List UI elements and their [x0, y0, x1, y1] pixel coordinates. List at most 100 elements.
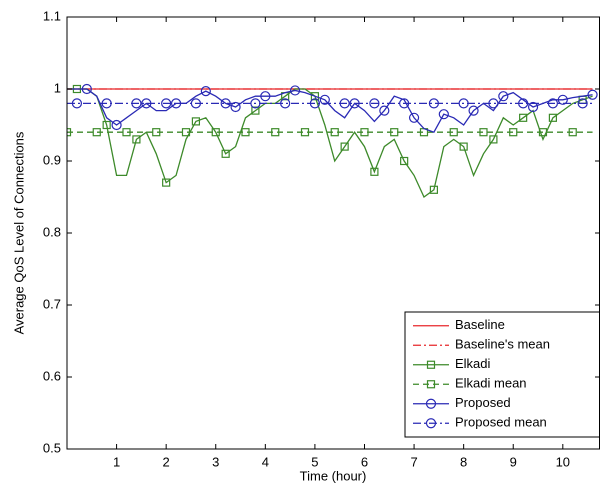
data-point [122, 128, 131, 137]
legend-label: Proposed [455, 395, 511, 410]
x-tick-label: 9 [510, 454, 517, 469]
data-point [260, 91, 271, 102]
y-tick-label: 0.7 [43, 296, 61, 311]
data-point [340, 142, 349, 151]
y-tick-label: 0.5 [43, 440, 61, 455]
data-point [162, 178, 171, 187]
data-point [370, 167, 379, 176]
data-point [399, 98, 410, 109]
data-point [190, 98, 202, 109]
x-tick-label: 8 [460, 454, 467, 469]
legend-label: Proposed mean [455, 415, 547, 430]
legend-marker [425, 418, 437, 429]
legend-marker [425, 398, 437, 409]
plot [67, 83, 598, 198]
x-tick-label: 1 [113, 454, 120, 469]
x-axis-label: Time (hour) [300, 468, 367, 483]
data-point [577, 98, 588, 109]
data-point [131, 98, 142, 109]
data-point [280, 98, 291, 109]
data-point [547, 98, 558, 109]
data-point [200, 86, 211, 97]
data-point [468, 105, 479, 116]
data-point [390, 128, 399, 137]
data-point [251, 106, 260, 115]
data-point [221, 149, 230, 158]
data-point [538, 128, 548, 137]
data-point [220, 98, 231, 109]
data-point [479, 128, 488, 137]
data-point [557, 94, 568, 105]
data-point [309, 98, 321, 109]
data-point [289, 85, 301, 96]
data-point [527, 101, 539, 113]
data-point [101, 98, 112, 109]
data-point [438, 109, 449, 120]
data-point [458, 98, 469, 109]
data-point [92, 128, 101, 137]
x-tick-label: 4 [262, 454, 269, 469]
x-tick-label: 5 [311, 454, 318, 469]
data-point [568, 128, 577, 137]
y-axis-label: Average QoS Level of Connections [11, 131, 26, 334]
data-point [519, 113, 528, 122]
y-tick-label: 1 [54, 80, 61, 95]
y-tick-label: 0.6 [43, 368, 61, 383]
legend-marker [426, 360, 436, 369]
data-point [161, 98, 172, 109]
data-point [429, 185, 439, 194]
data-point [191, 117, 201, 126]
y-tick-label: 0.9 [43, 152, 61, 167]
series-line [67, 88, 593, 198]
x-tick-label: 7 [410, 454, 417, 469]
data-point [230, 101, 241, 113]
data-point [181, 128, 191, 137]
data-point [81, 83, 92, 95]
legend-label: Baseline's mean [455, 337, 550, 352]
data-point [250, 98, 261, 109]
data-point [102, 120, 111, 130]
data-point [379, 105, 390, 116]
series-line [67, 88, 593, 134]
data-point [498, 91, 509, 102]
data-point [428, 98, 440, 109]
data-point [369, 98, 380, 109]
data-point [111, 119, 122, 131]
data-point [509, 128, 518, 137]
data-point [132, 135, 141, 144]
x-tick-label: 2 [163, 454, 170, 469]
data-point [400, 156, 409, 166]
legend-box [404, 311, 600, 438]
legend-label: Elkadi mean [455, 376, 527, 391]
data-point [587, 89, 598, 100]
data-point [241, 128, 250, 137]
data-point [459, 142, 468, 151]
data-point [518, 98, 529, 109]
data-point [339, 98, 350, 109]
data-point [408, 112, 420, 123]
data-point [310, 92, 320, 101]
data-point [152, 128, 161, 137]
data-point [449, 128, 458, 137]
data-point [211, 128, 220, 137]
data-point [330, 128, 339, 137]
data-point [548, 113, 557, 122]
data-point [360, 128, 369, 137]
legend-marker [426, 380, 436, 389]
data-point [488, 98, 499, 109]
data-point [67, 128, 72, 137]
legend: Baseline Baseline's mean Elkadi Elkadi mean… [404, 311, 600, 438]
y-tick-label: 0.8 [43, 224, 61, 239]
data-point [71, 98, 83, 109]
x-tick-label: 3 [212, 454, 219, 469]
x-tick-label: 10 [556, 454, 570, 469]
legend-label: Baseline [455, 317, 505, 332]
data-point [271, 128, 280, 137]
data-point [489, 135, 498, 144]
x-tick-label: 6 [361, 454, 368, 469]
legend-label: Elkadi [455, 356, 491, 371]
data-point [300, 128, 310, 137]
y-tick-label: 1.1 [43, 8, 61, 23]
data-point [319, 94, 330, 105]
